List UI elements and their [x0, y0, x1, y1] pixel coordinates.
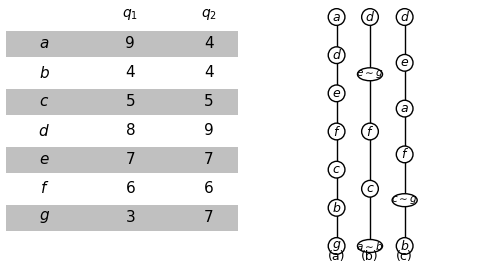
Text: 4: 4	[204, 65, 214, 80]
Text: $e$: $e$	[332, 87, 341, 100]
Text: $q_2$: $q_2$	[200, 7, 216, 22]
Text: 7: 7	[204, 210, 214, 225]
Text: $b$: $b$	[400, 239, 409, 253]
Text: 5: 5	[126, 94, 135, 109]
Text: 4: 4	[126, 65, 135, 80]
Bar	[6, 205, 238, 231]
Text: $e$: $e$	[400, 56, 409, 69]
Circle shape	[396, 238, 413, 254]
Text: 9: 9	[126, 36, 135, 51]
Text: $\bf{\it{d}}$: $\bf{\it{d}}$	[38, 123, 50, 139]
Text: $\bf{\it{g}}$: $\bf{\it{g}}$	[38, 209, 50, 225]
Circle shape	[396, 146, 413, 163]
Circle shape	[328, 199, 345, 216]
Circle shape	[328, 47, 345, 64]
Text: 7: 7	[126, 152, 135, 167]
Text: 4: 4	[204, 36, 214, 51]
Bar	[6, 31, 238, 57]
Text: (c): (c)	[396, 250, 413, 263]
Text: (b): (b)	[361, 250, 379, 263]
Text: $\bf{\it{a}}$: $\bf{\it{a}}$	[39, 36, 50, 51]
Text: $e\sim g$: $e\sim g$	[356, 68, 384, 80]
Bar	[6, 147, 238, 173]
Circle shape	[362, 9, 378, 25]
Text: $f$: $f$	[366, 124, 374, 139]
Bar	[6, 89, 238, 115]
Text: $a$: $a$	[400, 102, 409, 115]
Circle shape	[328, 123, 345, 140]
Text: $f$: $f$	[400, 147, 408, 161]
Text: 6: 6	[126, 181, 135, 196]
Text: $\bf{\it{b}}$: $\bf{\it{b}}$	[38, 65, 50, 81]
Text: $c$: $c$	[366, 182, 374, 195]
Text: $c$: $c$	[332, 163, 341, 176]
Circle shape	[362, 123, 378, 140]
Text: (a): (a)	[328, 250, 345, 263]
Text: $a\sim b$: $a\sim b$	[356, 240, 384, 252]
Text: $\bf{\it{f}}$: $\bf{\it{f}}$	[40, 180, 49, 196]
Ellipse shape	[392, 194, 417, 207]
Text: $\bf{\it{c}}$: $\bf{\it{c}}$	[39, 94, 50, 109]
Text: $\bf{\it{e}}$: $\bf{\it{e}}$	[39, 152, 50, 167]
Circle shape	[328, 161, 345, 178]
Circle shape	[396, 9, 413, 25]
Text: 8: 8	[126, 123, 135, 138]
Circle shape	[328, 238, 345, 254]
Text: $b$: $b$	[332, 201, 342, 215]
Circle shape	[328, 9, 345, 25]
Text: $q_1$: $q_1$	[122, 7, 138, 22]
Text: 5: 5	[204, 94, 214, 109]
Text: $d$: $d$	[365, 10, 375, 24]
Ellipse shape	[358, 68, 382, 81]
Text: $f$: $f$	[332, 124, 340, 139]
Text: $a$: $a$	[332, 11, 341, 23]
Text: $d$: $d$	[400, 10, 409, 24]
Circle shape	[396, 100, 413, 117]
Ellipse shape	[358, 240, 382, 252]
Text: 6: 6	[204, 181, 214, 196]
Text: 3: 3	[126, 210, 135, 225]
Text: $d$: $d$	[332, 48, 342, 62]
Circle shape	[328, 85, 345, 102]
Text: $g$: $g$	[332, 239, 342, 253]
Text: 7: 7	[204, 152, 214, 167]
Text: 9: 9	[204, 123, 214, 138]
Circle shape	[396, 54, 413, 71]
Circle shape	[362, 180, 378, 197]
Text: $c\sim g$: $c\sim g$	[392, 194, 418, 206]
